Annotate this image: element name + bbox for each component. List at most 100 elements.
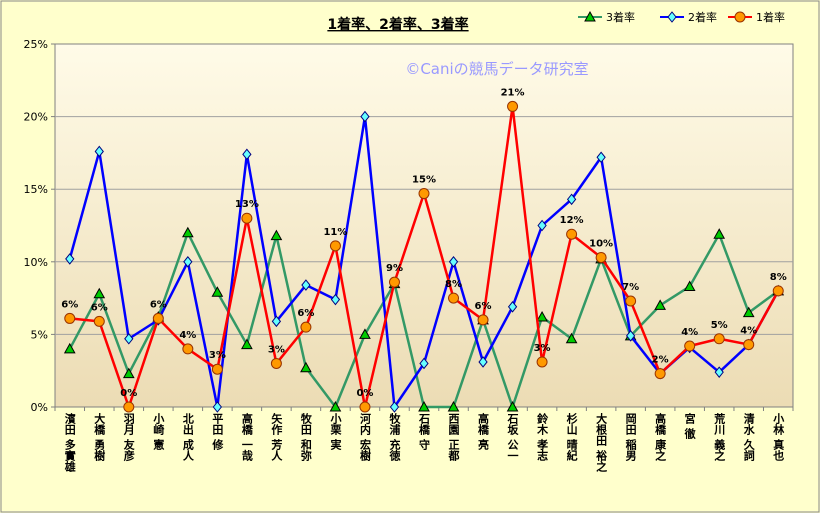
data-point — [596, 151, 606, 164]
data-point — [152, 312, 164, 324]
x-tick-label: 高橋 亮 — [477, 412, 490, 451]
data-label: 3% — [534, 343, 551, 354]
series-circle — [64, 100, 784, 413]
data-point — [65, 253, 75, 265]
data-point — [360, 110, 370, 123]
legend-marker — [667, 11, 677, 23]
data-label: 0% — [356, 388, 373, 399]
x-tick-label: 大根田 裕之 — [595, 412, 609, 473]
data-point — [94, 145, 104, 158]
y-tick-label: 5% — [31, 328, 48, 341]
y-tick-label: 15% — [24, 183, 48, 196]
x-tick-label: 濱田 多實雄 — [63, 412, 77, 473]
data-point — [242, 148, 252, 161]
x-tick-label: 西園 正都 — [447, 413, 461, 462]
data-point — [241, 212, 253, 224]
data-point — [684, 340, 696, 352]
data-label: 3% — [268, 344, 285, 355]
data-point — [64, 312, 76, 324]
x-tick-label: 清水 久詞 — [742, 412, 755, 462]
x-tick-label: 高橋 一哉 — [240, 412, 253, 462]
data-point — [241, 338, 253, 350]
y-tick-label: 25% — [24, 38, 48, 51]
data-point — [63, 342, 76, 354]
data-point — [330, 293, 341, 306]
data-point — [478, 356, 488, 368]
x-tick-label: 岡田 稲男 — [624, 413, 637, 462]
x-tick-label: 羽月 友彦 — [122, 413, 136, 462]
data-labels: 6% 6% 0% 6% 4% 3% 13% 3% 6% 11% 0% 9% 15% 8% 6% 21% 3% 12… — [61, 87, 786, 399]
y-tick-label: 20% — [24, 111, 48, 124]
data-point — [270, 229, 283, 241]
legend-marker — [584, 10, 596, 22]
x-tick-label: 高橋 康之 — [654, 412, 667, 462]
data-point — [714, 366, 724, 378]
legend: 3着率 2着率 1着率 — [578, 10, 785, 24]
data-point — [93, 315, 105, 327]
data-point — [448, 292, 460, 304]
data-point — [270, 357, 282, 369]
data-label: 6% — [61, 299, 78, 310]
data-label: 6% — [91, 302, 108, 313]
data-point — [123, 401, 135, 413]
data-point — [124, 332, 134, 345]
x-tick-label: 石坂 公一 — [506, 413, 520, 461]
x-tick-label: 牧浦 充徳 — [388, 412, 402, 462]
data-point — [654, 299, 667, 310]
data-point — [536, 310, 548, 322]
data-label: 0% — [120, 388, 137, 399]
data-label: 5% — [711, 320, 728, 331]
series-group — [63, 100, 785, 413]
data-point — [477, 314, 489, 326]
y-axis: 0% 5% 10% 15% 20% 25% — [24, 38, 55, 414]
data-point — [212, 401, 223, 413]
data-point — [329, 400, 342, 412]
x-tick-label: 宮 徹 — [683, 412, 697, 440]
plot-area — [54, 43, 794, 408]
data-point — [389, 401, 400, 413]
data-point — [388, 276, 400, 288]
data-point — [566, 193, 577, 206]
x-tick-label: 荒川 義之 — [713, 412, 727, 462]
x-axis: 濱田 多實雄 大橋 勇樹 羽月 友彦 小崎 憲 北出 成人 平田 修 高橋 一哉 矢作 芳人 牧… — [54, 407, 794, 473]
data-label: 4% — [681, 327, 698, 338]
data-point — [625, 330, 636, 342]
data-point — [537, 219, 547, 232]
data-point — [359, 401, 371, 413]
data-point — [359, 328, 371, 339]
x-tick-label: 鈴木 孝志 — [536, 412, 550, 461]
data-point — [211, 363, 223, 375]
legend-label: 1着率 — [756, 10, 785, 24]
data-point — [595, 251, 607, 263]
data-label: 6% — [475, 301, 492, 312]
x-tick-label: 牧田 和弥 — [299, 412, 312, 462]
data-point — [536, 356, 548, 368]
y-tick-label: 10% — [24, 256, 48, 269]
data-point — [183, 255, 193, 268]
data-point — [654, 368, 666, 380]
chart-title: 1着率、2着率、3着率 — [327, 16, 468, 33]
data-point — [506, 400, 519, 412]
data-point — [565, 332, 578, 344]
data-point — [448, 255, 459, 268]
data-point — [418, 400, 430, 412]
data-label: 6% — [150, 299, 167, 310]
data-label: 6% — [297, 308, 314, 319]
data-point — [713, 333, 725, 345]
data-point — [713, 228, 726, 239]
data-point — [683, 280, 696, 291]
data-point — [507, 301, 518, 313]
data-point — [566, 228, 578, 240]
data-point — [122, 367, 135, 379]
data-point — [419, 357, 429, 370]
x-tick-label: 杉山 晴紀 — [565, 412, 578, 462]
x-tick-label: 北出 成人 — [181, 412, 194, 461]
data-point — [742, 306, 755, 318]
data-point — [300, 321, 312, 333]
x-tick-label: 大橋 勇樹 — [93, 412, 106, 462]
x-tick-label: 矢作 芳人 — [270, 412, 283, 461]
x-tick-label: 河内 宏樹 — [358, 412, 371, 462]
data-label: 21% — [501, 87, 525, 98]
legend-label: 3着率 — [606, 10, 635, 24]
